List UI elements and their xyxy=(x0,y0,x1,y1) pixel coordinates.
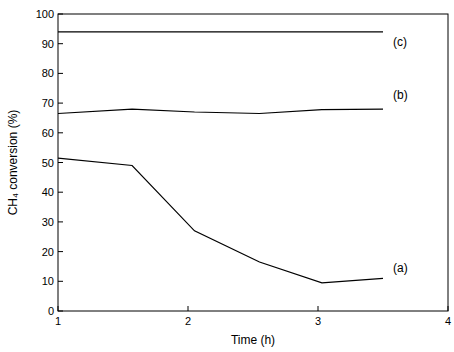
y-tick-label: 30 xyxy=(42,216,54,228)
y-tick xyxy=(58,311,63,312)
x-tick xyxy=(448,306,449,311)
x-tick-label: 3 xyxy=(315,315,321,327)
y-tick xyxy=(58,281,63,282)
series-line xyxy=(58,109,383,113)
y-tick-label: 10 xyxy=(42,275,54,287)
y-tick xyxy=(58,251,63,252)
y-tick-label: 40 xyxy=(42,186,54,198)
plot-frame xyxy=(58,14,448,311)
series-label: (c) xyxy=(393,35,407,49)
x-tick-label: 4 xyxy=(445,315,451,327)
x-tick xyxy=(188,306,189,311)
x-axis-label: Time (h) xyxy=(231,333,275,347)
y-tick xyxy=(58,14,63,15)
series-label: (b) xyxy=(393,88,408,102)
y-tick xyxy=(58,43,63,44)
series-line xyxy=(58,31,383,32)
y-tick-label: 60 xyxy=(42,127,54,139)
y-axis-label: CH₄ conversion (%) xyxy=(6,110,20,216)
y-tick-label: 90 xyxy=(42,38,54,50)
y-tick xyxy=(58,73,63,74)
series-line xyxy=(58,158,383,283)
y-tick-label: 20 xyxy=(42,246,54,258)
y-tick-label: 100 xyxy=(36,8,54,20)
series-label: (a) xyxy=(393,261,408,275)
x-tick-label: 2 xyxy=(185,315,191,327)
series-group xyxy=(58,32,383,283)
y-tick-label: 50 xyxy=(42,157,54,169)
chart-container: 0 10 20 30 40 50 60 70 80 90 100 1 2 3 4 Time (h) CH₄ co… xyxy=(0,0,454,352)
y-tick-label: 70 xyxy=(42,97,54,109)
x-tick xyxy=(318,306,319,311)
x-tick-label: 1 xyxy=(55,315,61,327)
y-tick xyxy=(58,221,63,222)
y-tick xyxy=(58,132,63,133)
x-tick xyxy=(58,306,59,311)
y-tick-label: 0 xyxy=(48,305,54,317)
y-tick-label: 80 xyxy=(42,67,54,79)
chart-svg: 0 10 20 30 40 50 60 70 80 90 100 1 2 3 4 Time (h) CH₄ co… xyxy=(0,0,454,352)
y-tick xyxy=(58,103,63,104)
y-tick xyxy=(58,192,63,193)
y-tick xyxy=(58,162,63,163)
